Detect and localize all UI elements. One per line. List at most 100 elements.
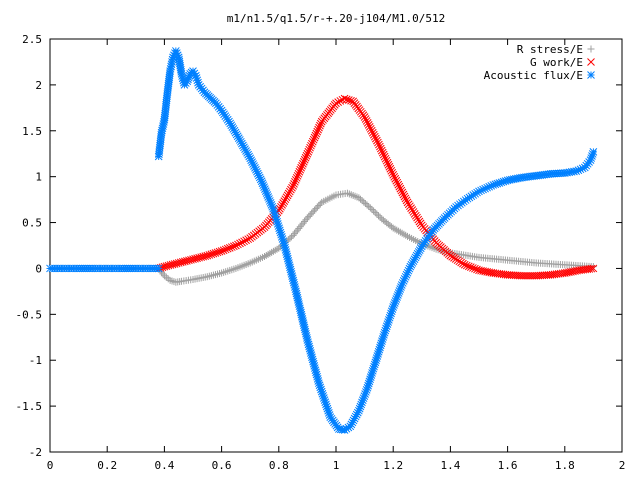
data-point — [358, 197, 366, 205]
data-point — [342, 95, 351, 104]
data-point — [298, 221, 306, 229]
y-tick-label: 2.5 — [22, 33, 42, 46]
data-point — [365, 202, 373, 210]
data-point — [399, 190, 408, 199]
marker-stroke — [513, 271, 522, 280]
data-point — [361, 200, 369, 208]
marker-stroke — [244, 235, 253, 244]
marker-stroke — [238, 238, 246, 247]
data-point — [469, 264, 477, 272]
legend-marker — [587, 45, 595, 53]
data-point — [282, 193, 291, 202]
marker-stroke — [367, 126, 376, 135]
data-point — [389, 170, 398, 179]
marker-stroke — [289, 181, 297, 190]
data-point — [283, 191, 292, 200]
data-point — [238, 238, 246, 247]
marker-stroke — [309, 135, 318, 144]
y-tick-label: 1 — [35, 171, 42, 184]
marker-stroke — [381, 154, 390, 163]
marker-stroke — [377, 146, 386, 155]
y-tick-label: -1.5 — [16, 400, 43, 413]
marker-stroke — [207, 250, 216, 259]
marker-stroke — [408, 206, 417, 214]
data-point — [376, 144, 385, 153]
x-axis: 0 0.2 0.4 0.6 0.8 1 1.2 1.4 1.6 1.8 2 — [47, 39, 625, 472]
data-point — [313, 203, 321, 211]
marker-stroke — [282, 193, 291, 202]
legend-marker — [587, 58, 595, 66]
data-point — [376, 213, 384, 221]
data-point — [410, 209, 419, 218]
data-point — [299, 159, 307, 168]
marker-stroke — [385, 162, 394, 171]
marker-stroke — [362, 117, 371, 125]
data-point — [230, 242, 238, 251]
y-tick-label: 2 — [35, 79, 42, 92]
data-point — [402, 231, 410, 239]
data-point — [403, 198, 412, 207]
x-tick-label: 1.2 — [383, 459, 403, 472]
marker-stroke — [290, 179, 298, 188]
marker-stroke — [283, 191, 292, 200]
marker-stroke — [190, 69, 199, 78]
data-point — [290, 179, 298, 188]
data-point — [300, 155, 309, 164]
data-point — [395, 227, 403, 235]
data-point — [308, 139, 316, 148]
marker-stroke — [485, 268, 494, 277]
marker-stroke — [302, 151, 311, 160]
data-point — [357, 195, 365, 203]
marker-stroke — [363, 119, 372, 127]
data-point — [299, 157, 308, 166]
marker-stroke — [315, 123, 323, 132]
marker-stroke — [384, 160, 393, 169]
data-point — [360, 198, 368, 206]
data-point — [415, 217, 424, 226]
marker-stroke — [365, 122, 374, 131]
data-point — [213, 248, 222, 257]
series-r-stress-e — [155, 189, 597, 286]
data-point — [302, 151, 311, 160]
marker-stroke — [291, 177, 299, 186]
data-point — [264, 250, 272, 258]
marker-stroke — [232, 241, 240, 250]
marker-stroke — [391, 174, 400, 183]
data-point — [288, 233, 296, 241]
data-point — [366, 204, 374, 212]
y-tick-label: -2 — [29, 446, 42, 459]
marker-stroke — [380, 152, 389, 161]
marker-stroke — [509, 271, 518, 280]
data-point — [297, 163, 305, 172]
marker-stroke — [404, 200, 413, 209]
data-point — [408, 206, 417, 214]
data-point — [471, 264, 479, 273]
data-point — [286, 234, 294, 242]
data-point — [289, 181, 297, 190]
data-point — [303, 214, 311, 222]
marker-stroke — [299, 159, 307, 168]
series-layer — [46, 47, 598, 434]
data-point — [336, 97, 345, 105]
marker-stroke — [285, 187, 294, 196]
data-point — [268, 248, 276, 256]
marker-stroke — [400, 192, 409, 201]
data-point — [394, 180, 403, 189]
marker-stroke — [306, 143, 314, 152]
data-point — [312, 205, 320, 213]
data-point — [269, 247, 277, 255]
marker-stroke — [307, 141, 315, 150]
data-point — [280, 197, 289, 205]
marker-stroke — [409, 208, 418, 216]
marker-stroke — [373, 136, 381, 145]
data-point — [240, 237, 248, 246]
data-point — [365, 122, 374, 131]
data-point — [295, 167, 304, 176]
y-tick-label: 0 — [35, 262, 42, 275]
marker-stroke — [288, 183, 296, 192]
data-point — [366, 124, 375, 133]
marker-stroke — [278, 201, 286, 209]
data-point — [401, 194, 410, 203]
data-point — [398, 188, 407, 197]
